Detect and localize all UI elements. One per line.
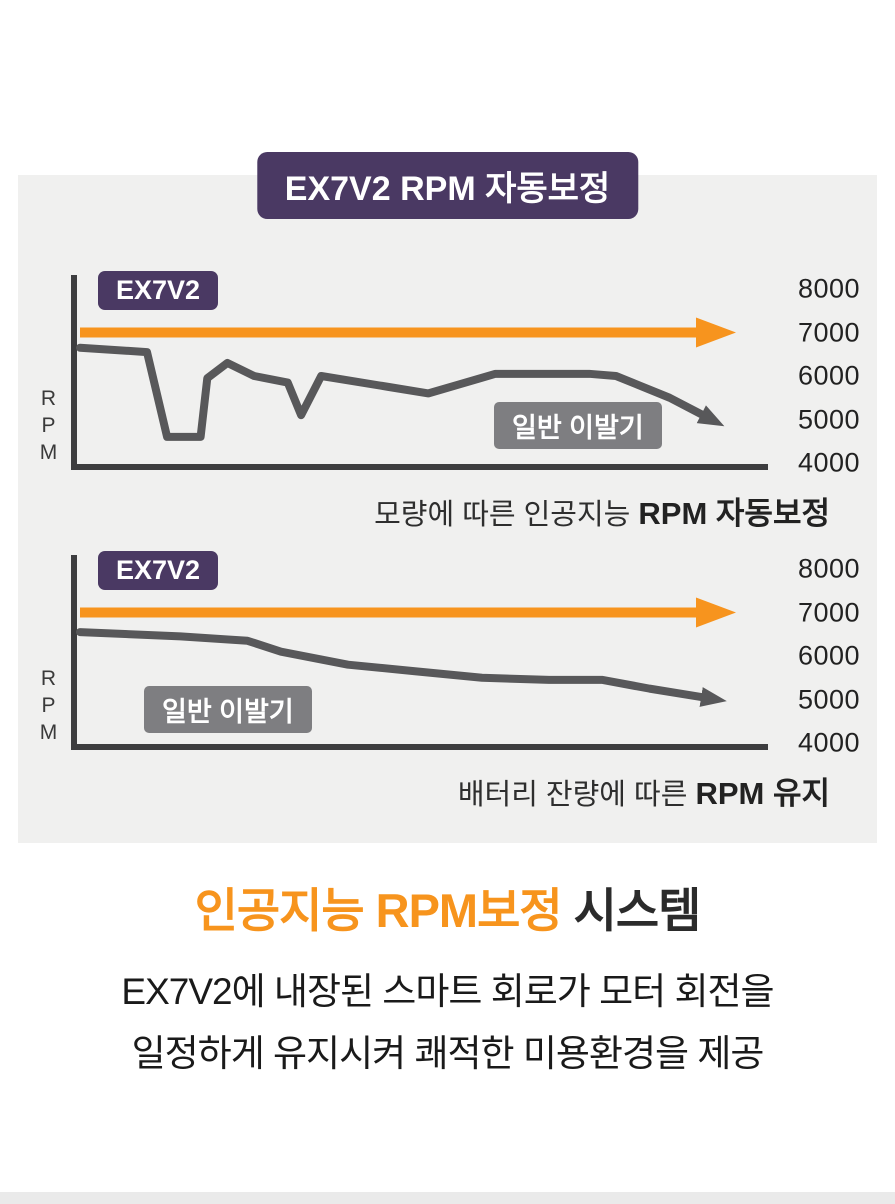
chart-1-y-ticks: 8000 7000 6000 5000 4000 bbox=[798, 273, 876, 478]
chart-2-block: RPM 8000 7000 6000 5000 4000 EX7V2 일반 이발기 배터… bbox=[37, 551, 876, 813]
chart-2-caption-bold: RPM 유지 bbox=[695, 776, 830, 811]
chart-panel: RPM 8000 7000 6000 5000 4000 EX7V2 일반 이발기 모량… bbox=[18, 175, 877, 843]
chart-1-area: RPM 8000 7000 6000 5000 4000 EX7V2 일반 이발기 bbox=[37, 271, 860, 478]
chart-1-caption-regular: 모량에 따른 인공지능 bbox=[374, 499, 639, 531]
y-tick-label: 5000 bbox=[798, 684, 861, 714]
y-tick-label: 8000 bbox=[798, 273, 861, 304]
chart-2-plot bbox=[71, 555, 768, 750]
section-heading-dark: 시스템 bbox=[561, 884, 702, 937]
body-line-1: EX7V2에 내장된 스마트 회로가 모터 회전을 bbox=[121, 971, 774, 1012]
section-heading-orange: 인공지능 RPM보정 bbox=[194, 884, 563, 937]
page-title: EX7V2 RPM 자동보정 bbox=[256, 152, 639, 219]
y-tick-label: 4000 bbox=[798, 727, 861, 758]
chart-1-caption: 모량에 따른 인공지능 RPM 자동보정 bbox=[70, 488, 830, 533]
y-tick-label: 6000 bbox=[798, 640, 861, 671]
y-tick-label: 7000 bbox=[798, 317, 861, 347]
chart-2-caption-regular: 배터리 잔량에 따른 bbox=[457, 779, 696, 811]
chart-2-area: RPM 8000 7000 6000 5000 4000 EX7V2 일반 이발기 bbox=[37, 551, 860, 758]
y-tick-label: 4000 bbox=[798, 447, 861, 478]
body-line-2: 일정하게 유지시켜 쾌적한 미용환경을 제공 bbox=[131, 1032, 765, 1074]
chart-1-y-axis-label: RPM bbox=[37, 387, 60, 468]
y-tick-label: 5000 bbox=[798, 404, 861, 434]
chart-2-y-axis-label: RPM bbox=[37, 667, 60, 748]
bottom-text-section: 인공지능 RPM보정 시스템 EX7V2에 내장된 스마트 회로가 모터 회전을… bbox=[0, 872, 895, 1088]
chart-2-regular-clipper-badge: 일반 이발기 bbox=[144, 686, 312, 733]
y-tick-label: 6000 bbox=[798, 360, 861, 391]
page-title-text: EX7V2 RPM 자동보정 bbox=[284, 170, 611, 208]
chart-2-ex7v2-badge: EX7V2 bbox=[98, 551, 219, 590]
chart-2-caption: 배터리 잔량에 따른 RPM 유지 bbox=[70, 768, 830, 813]
chart-1-plot bbox=[71, 275, 768, 470]
chart-1-caption-bold: RPM 자동보정 bbox=[638, 496, 830, 531]
y-tick-label: 8000 bbox=[798, 553, 861, 584]
chart-1-block: RPM 8000 7000 6000 5000 4000 EX7V2 일반 이발기 모량… bbox=[37, 271, 876, 533]
section-heading: 인공지능 RPM보정 시스템 bbox=[0, 872, 895, 941]
chart-2-y-ticks: 8000 7000 6000 5000 4000 bbox=[798, 553, 876, 758]
chart-1-ex7v2-badge: EX7V2 bbox=[98, 271, 219, 310]
y-tick-label: 7000 bbox=[798, 597, 861, 627]
chart-1-regular-clipper-badge: 일반 이발기 bbox=[494, 402, 662, 449]
footer-divider-strip bbox=[0, 1192, 895, 1204]
